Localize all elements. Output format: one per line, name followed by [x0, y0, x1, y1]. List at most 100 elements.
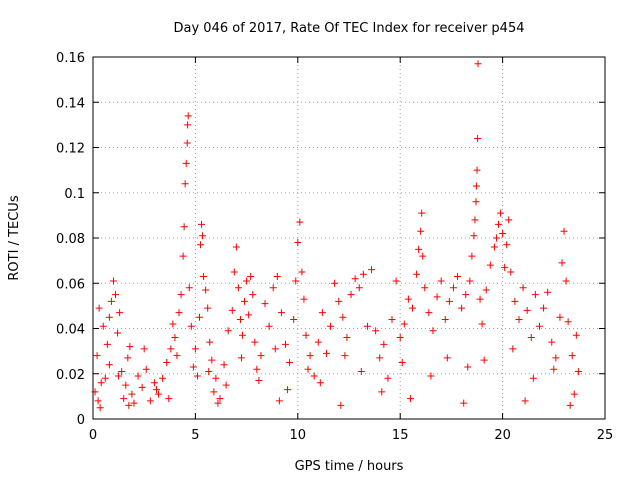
data-point [300, 295, 308, 303]
x-tick-label: 20 [494, 428, 511, 443]
data-point [167, 345, 175, 353]
data-point [105, 361, 113, 369]
data-point [378, 388, 386, 396]
data-point [519, 284, 527, 292]
data-point [199, 232, 207, 240]
y-tick-label: 0.12 [56, 142, 85, 157]
data-point [454, 272, 462, 280]
data-point [574, 367, 582, 375]
data-point [275, 397, 283, 405]
data-point [398, 358, 406, 366]
data-point [322, 349, 330, 357]
data-point [103, 340, 111, 348]
data-point [505, 216, 513, 224]
data-point [184, 121, 192, 129]
data-point [236, 315, 244, 323]
data-point [474, 60, 482, 68]
data-point [200, 272, 208, 280]
data-point [384, 374, 392, 382]
data-point [204, 304, 212, 312]
data-point [273, 272, 281, 280]
data-point [177, 291, 185, 299]
data-point [198, 220, 206, 228]
data-point [140, 345, 148, 353]
data-point [425, 309, 433, 317]
data-point [413, 270, 421, 278]
data-point [286, 358, 294, 366]
data-point [529, 374, 537, 382]
data-point [220, 361, 228, 369]
data-point [277, 309, 285, 317]
data-point [93, 352, 101, 360]
data-point [302, 331, 310, 339]
data-point [368, 266, 376, 274]
data-point [95, 304, 103, 312]
data-point [191, 345, 199, 353]
x-tick-label: 0 [89, 428, 97, 443]
data-point [195, 313, 203, 321]
data-point [187, 322, 195, 330]
data-point [205, 367, 213, 375]
data-point [343, 334, 351, 342]
data-point [261, 300, 269, 308]
data-point [566, 401, 574, 409]
data-point [150, 379, 158, 387]
data-point [241, 297, 249, 305]
data-point [460, 399, 468, 407]
data-point [243, 277, 251, 285]
data-point [197, 241, 205, 249]
data-point [473, 166, 481, 174]
data-point [228, 306, 236, 314]
data-point [185, 284, 193, 292]
data-point [572, 331, 580, 339]
y-axis-label: ROTI / TECUs [7, 195, 22, 280]
data-point [208, 356, 216, 364]
data-point [427, 372, 435, 380]
data-point [509, 345, 517, 353]
y-tick-label: 0.08 [56, 232, 85, 247]
data-point [396, 334, 404, 342]
data-point [224, 327, 232, 335]
y-tick-label: 0.02 [56, 368, 85, 383]
data-point [433, 293, 441, 301]
data-point [126, 343, 134, 351]
data-point [568, 352, 576, 360]
data-point [152, 386, 160, 394]
data-point [296, 218, 304, 226]
data-point [449, 284, 457, 292]
data-point [482, 286, 490, 294]
data-point [462, 291, 470, 299]
data-point [552, 354, 560, 362]
x-tick-label: 10 [290, 428, 307, 443]
data-point [443, 354, 451, 362]
data-point [206, 338, 214, 346]
data-point [392, 277, 400, 285]
data-point [480, 356, 488, 364]
data-point [327, 322, 335, 330]
data-point [339, 313, 347, 321]
data-point [478, 320, 486, 328]
data-point [472, 198, 480, 206]
data-point [214, 399, 222, 407]
data-point [306, 352, 314, 360]
data-point [363, 322, 371, 330]
data-point [544, 288, 552, 296]
data-point [337, 401, 345, 409]
data-point [184, 112, 192, 120]
data-point [232, 243, 240, 251]
data-point [318, 309, 326, 317]
data-point [380, 340, 388, 348]
data-point [163, 358, 171, 366]
data-point [109, 277, 117, 285]
data-point [255, 377, 263, 385]
data-point [146, 397, 154, 405]
data-point [404, 295, 412, 303]
data-point [202, 286, 210, 294]
data-point [134, 372, 142, 380]
data-point [470, 232, 478, 240]
data-point [175, 309, 183, 317]
data-point [492, 234, 500, 242]
data-point [515, 315, 523, 323]
data-point [253, 365, 261, 373]
data-point [335, 297, 343, 305]
